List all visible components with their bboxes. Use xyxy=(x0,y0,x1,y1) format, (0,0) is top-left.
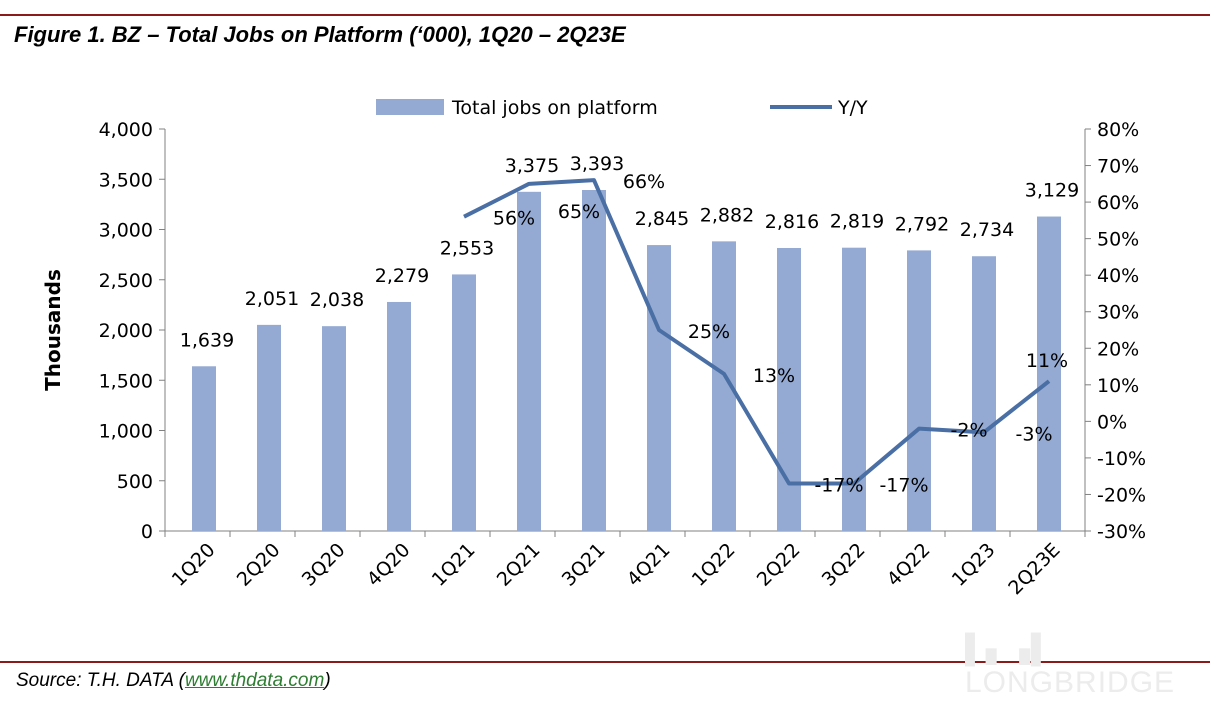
chart: Total jobs on platform Y/Y Thousands 0 50… xyxy=(41,97,1146,599)
y2-tick-label: -30% xyxy=(1097,521,1146,543)
y2-tick-label: 0% xyxy=(1097,411,1127,433)
yy-line xyxy=(463,178,1051,486)
bar xyxy=(452,274,476,531)
x-tick-label: 1Q22 xyxy=(688,539,740,591)
y2-tick-label: 50% xyxy=(1097,229,1139,251)
x-tick-label: 1Q21 xyxy=(428,539,480,591)
bar xyxy=(582,190,606,532)
legend-line-label: Y/Y xyxy=(837,97,868,119)
bar xyxy=(1037,216,1061,531)
bar xyxy=(907,250,931,532)
yy-data-label: -17% xyxy=(814,474,863,496)
bar xyxy=(647,245,671,531)
yy-data-label: 65% xyxy=(558,201,600,223)
bar xyxy=(777,247,801,531)
source-note: Source: T.H. DATA (www.thdata.com) xyxy=(16,670,331,692)
y2-tick-label: 30% xyxy=(1097,302,1139,324)
x-tick-label: 4Q21 xyxy=(623,539,675,591)
bar-data-label: 2,816 xyxy=(765,211,819,233)
source-prefix: Source: T.H. DATA ( xyxy=(16,670,185,691)
bar-data-label: 2,882 xyxy=(700,204,754,226)
legend-bar-label: Total jobs on platform xyxy=(451,97,658,119)
x-tick-label: 4Q22 xyxy=(883,539,935,591)
x-tick-label: 1Q23 xyxy=(948,539,1000,591)
yy-data-label: 13% xyxy=(753,365,795,387)
y-tick-label: 2,000 xyxy=(99,320,153,342)
y-tick-label: 3,000 xyxy=(99,220,153,242)
watermark-text: LONGBRIDGE xyxy=(965,666,1176,699)
bar-data-label: 2,734 xyxy=(960,219,1014,241)
y-axis-title: Thousands xyxy=(41,269,65,391)
bar-data-label: 2,819 xyxy=(830,211,884,233)
yy-data-label: 25% xyxy=(688,321,730,343)
y2-tick-label: 10% xyxy=(1097,375,1139,397)
top-rule xyxy=(0,14,1210,16)
y2-tick-label: -20% xyxy=(1097,484,1146,506)
y-tick-label: 3,500 xyxy=(99,169,153,191)
y-tick-label: 0 xyxy=(141,521,153,543)
x-tick-label: 3Q20 xyxy=(298,539,350,591)
watermark-logo-icon: ▌▖▗▌ xyxy=(965,633,1052,664)
y2-tick-label: -10% xyxy=(1097,448,1146,470)
legend-bar-swatch xyxy=(376,99,444,115)
x-tick-label: 2Q21 xyxy=(493,539,545,591)
bar xyxy=(192,366,216,531)
bar xyxy=(972,256,996,531)
watermark: ▌▖▗▌ LONGBRIDGE xyxy=(965,632,1218,700)
yy-data-label: -2% xyxy=(951,420,988,442)
bar-data-label: 2,845 xyxy=(635,208,689,230)
y2-tick-label: 70% xyxy=(1097,156,1139,178)
figure-title: Figure 1. BZ – Total Jobs on Platform (‘… xyxy=(14,22,626,47)
bar-data-label: 2,279 xyxy=(375,265,429,287)
bar xyxy=(257,324,281,531)
bar xyxy=(387,301,411,531)
x-tick-label: 2Q20 xyxy=(233,539,285,591)
bar-data-label: 2,051 xyxy=(245,288,299,310)
bottom-rule xyxy=(0,661,1210,663)
bar-data-label: 2,038 xyxy=(310,289,364,311)
x-tick-label: 3Q22 xyxy=(818,539,870,591)
bar xyxy=(517,191,541,531)
x-tick-label: 2Q22 xyxy=(753,539,805,591)
y2-tick-label: 80% xyxy=(1097,119,1139,141)
yy-data-label: 56% xyxy=(493,208,535,230)
x-tick-label: 2Q23E xyxy=(1004,539,1064,599)
y2-tick-label: 20% xyxy=(1097,338,1139,360)
x-tick-label: 3Q21 xyxy=(558,539,610,591)
source-suffix: ) xyxy=(324,670,331,691)
legend: Total jobs on platform Y/Y xyxy=(376,97,868,119)
yy-data-label: 66% xyxy=(623,171,665,193)
yy-data-label: -17% xyxy=(879,474,928,496)
y-tick-label: 2,500 xyxy=(99,270,153,292)
bar-data-label: 1,639 xyxy=(180,329,234,351)
x-tick-label: 1Q20 xyxy=(168,539,220,591)
bar xyxy=(322,326,346,531)
bar-data-label: 3,375 xyxy=(505,155,559,177)
source-link[interactable]: www.thdata.com xyxy=(184,670,325,691)
y-tick-label: 1,500 xyxy=(99,370,153,392)
y2-tick-label: 60% xyxy=(1097,192,1139,214)
bar-data-label: 2,553 xyxy=(440,237,494,259)
y-tick-label: 4,000 xyxy=(99,119,153,141)
yy-data-label: 11% xyxy=(1026,350,1068,372)
yy-data-label: -3% xyxy=(1016,423,1053,445)
y2-tick-label: 40% xyxy=(1097,265,1139,287)
bar-data-label: 3,393 xyxy=(570,153,624,175)
bar-data-label: 2,792 xyxy=(895,213,949,235)
x-tick-label: 4Q20 xyxy=(363,539,415,591)
bar-data-label: 3,129 xyxy=(1025,180,1079,202)
y-tick-label: 500 xyxy=(117,471,153,493)
y-tick-label: 1,000 xyxy=(99,421,153,443)
